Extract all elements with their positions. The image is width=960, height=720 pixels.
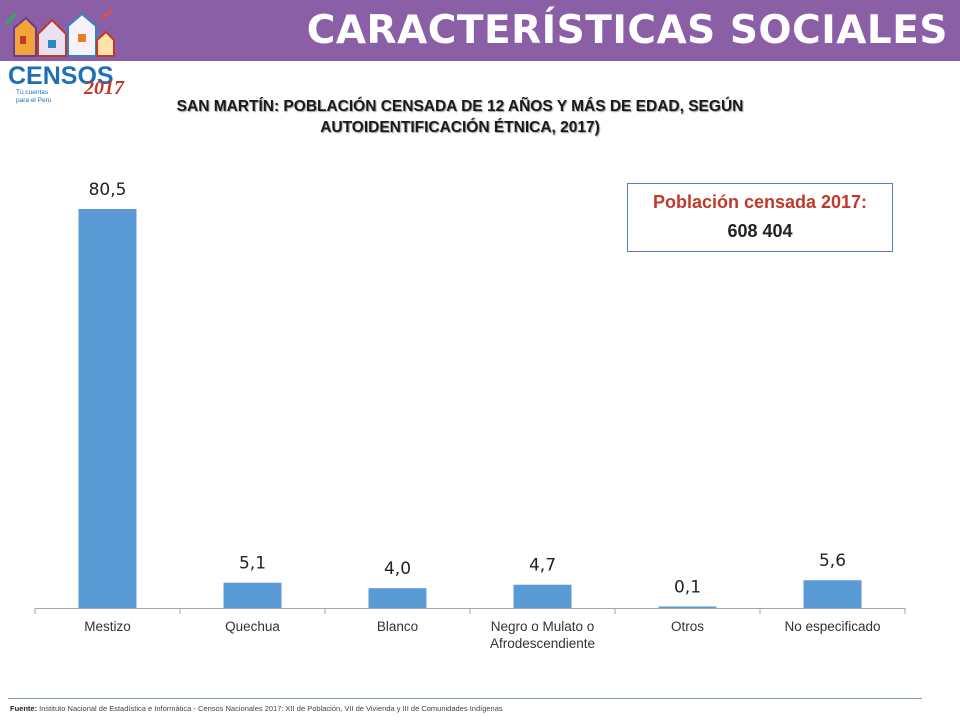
population-box: Población censada 2017: 608 404 [627, 183, 893, 252]
logo-tagline-1: Tú cuentas [16, 89, 49, 96]
data-label: 5,6 [819, 551, 846, 571]
data-label: 5,1 [239, 554, 266, 574]
logo-text: CENSOS [8, 62, 114, 90]
x-tick-label-line: Otros [671, 619, 704, 634]
chart-title-line-1: SAN MARTÍN: POBLACIÓN CENSADA DE 12 AÑOS… [176, 98, 744, 115]
x-tick-label-line: Mestizo [84, 619, 131, 634]
bar [223, 582, 282, 608]
data-label: 4,7 [529, 556, 556, 576]
logo-houses-icon [4, 8, 115, 57]
chart-title-line-2: AUTOIDENTIFICACIÓN ÉTNICA, 2017) [320, 119, 600, 136]
population-label: Población censada 2017: [652, 192, 868, 212]
footer-divider [8, 698, 922, 699]
footer-source-text: Instituto Nacional de Estadística e Info… [37, 704, 503, 713]
data-label: 0,1 [674, 578, 701, 598]
bar [78, 209, 137, 608]
page-title: CARACTERÍSTICAS SOCIALES [306, 8, 948, 53]
header-band [0, 0, 960, 61]
x-tick-label: Otros [671, 619, 704, 634]
data-label: 4,0 [384, 559, 411, 579]
x-tick-label: Quechua [225, 619, 280, 634]
x-tick-label-line: Blanco [377, 619, 418, 634]
footer-source-label: Fuente: [10, 704, 38, 713]
footer-source: Fuente: Instituto Nacional de Estadístic… [10, 704, 503, 713]
population-value: 608 404 [727, 221, 793, 241]
x-tick-label-line: Negro o Mulato o [491, 619, 595, 634]
bar [368, 588, 427, 608]
x-tick-label: Mestizo [84, 619, 131, 634]
bar [803, 580, 862, 608]
bar [658, 606, 717, 608]
x-tick-label-line: No especificado [784, 619, 880, 634]
x-tick-label: Negro o Mulato o Afrodescendiente [490, 619, 595, 651]
x-tick-label-line: Quechua [225, 619, 280, 634]
censos-logo: CENSOS 2017 Tú cuentas para el Perú [4, 8, 125, 104]
logo-year: 2017 [83, 77, 125, 99]
x-tick-label-line: Afrodescendiente [490, 636, 595, 651]
x-tick-label: Blanco [377, 619, 418, 634]
logo-tagline-2: para el Perú [16, 97, 52, 104]
bar [513, 584, 572, 608]
x-tick-label: No especificado [784, 619, 880, 634]
chart-title: SAN MARTÍN: POBLACIÓN CENSADA DE 12 AÑOS… [70, 96, 850, 138]
data-label: 80,5 [89, 180, 127, 200]
